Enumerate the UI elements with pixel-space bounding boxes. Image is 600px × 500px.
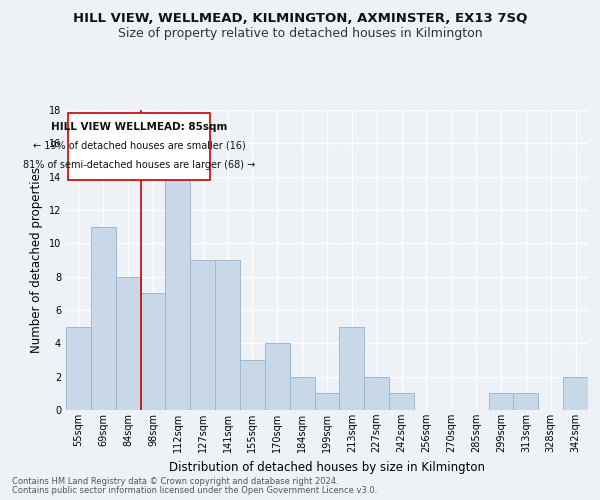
Bar [563,376,588,410]
Bar [265,344,290,410]
Bar [514,394,538,410]
Y-axis label: Number of detached properties: Number of detached properties [30,167,43,353]
Bar [364,376,389,410]
Bar [340,326,364,410]
Bar [91,226,116,410]
Text: Contains public sector information licensed under the Open Government Licence v3: Contains public sector information licen… [12,486,377,495]
Bar [140,294,166,410]
Bar [290,376,314,410]
Bar [66,326,91,410]
Text: HILL VIEW, WELLMEAD, KILMINGTON, AXMINSTER, EX13 7SQ: HILL VIEW, WELLMEAD, KILMINGTON, AXMINST… [73,12,527,26]
Text: Distribution of detached houses by size in Kilmington: Distribution of detached houses by size … [169,461,485,474]
Bar [116,276,140,410]
Text: ← 19% of detached houses are smaller (16): ← 19% of detached houses are smaller (16… [33,140,246,150]
Bar [166,160,190,410]
Bar [240,360,265,410]
Text: Size of property relative to detached houses in Kilmington: Size of property relative to detached ho… [118,28,482,40]
Bar [215,260,240,410]
Bar [190,260,215,410]
Bar [314,394,340,410]
Bar [389,394,414,410]
Text: Contains HM Land Registry data © Crown copyright and database right 2024.: Contains HM Land Registry data © Crown c… [12,477,338,486]
Text: HILL VIEW WELLMEAD: 85sqm: HILL VIEW WELLMEAD: 85sqm [51,122,227,132]
Text: 81% of semi-detached houses are larger (68) →: 81% of semi-detached houses are larger (… [23,160,256,170]
Bar [488,394,514,410]
FancyBboxPatch shape [68,114,210,180]
